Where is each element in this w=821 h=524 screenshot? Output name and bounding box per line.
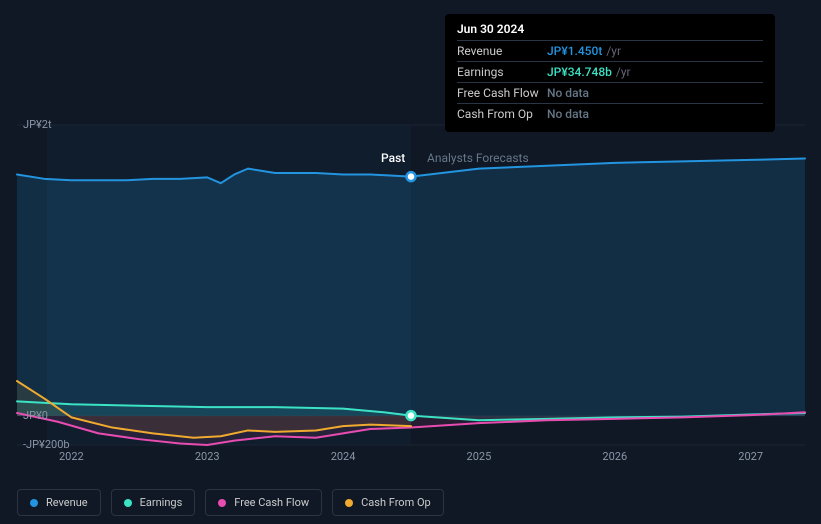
legend-dot-icon xyxy=(345,499,353,507)
x-axis-label: 2022 xyxy=(59,450,84,463)
legend-label: Cash From Op xyxy=(361,496,431,509)
legend-label: Earnings xyxy=(140,496,183,509)
chart-tooltip: Jun 30 2024 RevenueJP¥1.450t/yrEarningsJ… xyxy=(445,14,775,132)
tooltip-date: Jun 30 2024 xyxy=(457,22,763,40)
tooltip-metric-label: Revenue xyxy=(457,44,547,58)
y-axis-label: JP¥0 xyxy=(23,409,48,422)
legend-dot-icon xyxy=(30,499,38,507)
legend-label: Revenue xyxy=(46,496,88,509)
tooltip-metric-label: Cash From Op xyxy=(457,107,547,121)
x-axis-label: 2025 xyxy=(467,450,492,463)
legend-item-free-cash-flow[interactable]: Free Cash Flow xyxy=(205,489,322,516)
earnings-chart: JP¥2tJP¥0-JP¥200b20222023202420252026202… xyxy=(0,0,821,524)
chart-svg xyxy=(17,125,805,445)
legend-dot-icon xyxy=(218,499,226,507)
legend-item-earnings[interactable]: Earnings xyxy=(111,489,196,516)
tooltip-metric-value: JP¥34.748b xyxy=(547,65,612,79)
tooltip-metric-label: Free Cash Flow xyxy=(457,86,547,100)
tooltip-row: EarningsJP¥34.748b/yr xyxy=(457,61,763,82)
forecast-section-label: Analysts Forecasts xyxy=(427,151,529,165)
x-axis-label: 2026 xyxy=(602,450,627,463)
tooltip-row: Free Cash FlowNo data xyxy=(457,82,763,103)
chart-legend: Revenue Earnings Free Cash Flow Cash From O… xyxy=(17,489,444,516)
tooltip-suffix: /yr xyxy=(616,65,631,79)
legend-item-revenue[interactable]: Revenue xyxy=(17,489,101,516)
tooltip-rows: RevenueJP¥1.450t/yrEarningsJP¥34.748b/yr… xyxy=(457,40,763,124)
plot-area[interactable]: JP¥2tJP¥0-JP¥200b20222023202420252026202… xyxy=(17,125,805,445)
tooltip-row: Cash From OpNo data xyxy=(457,103,763,124)
legend-label: Free Cash Flow xyxy=(234,496,309,509)
tooltip-suffix: /yr xyxy=(606,44,621,58)
legend-item-cash-from-op[interactable]: Cash From Op xyxy=(332,489,444,516)
past-section-label: Past xyxy=(381,151,405,165)
tooltip-metric-value: JP¥1.450t xyxy=(547,44,602,58)
tooltip-row: RevenueJP¥1.450t/yr xyxy=(457,40,763,61)
tooltip-metric-value: No data xyxy=(547,86,589,100)
x-axis-label: 2023 xyxy=(195,450,220,463)
x-axis-label: 2027 xyxy=(738,450,763,463)
x-axis-label: 2024 xyxy=(331,450,356,463)
y-axis-label: JP¥2t xyxy=(23,118,52,131)
legend-dot-icon xyxy=(124,499,132,507)
tooltip-metric-label: Earnings xyxy=(457,65,547,79)
tooltip-metric-value: No data xyxy=(547,107,589,121)
